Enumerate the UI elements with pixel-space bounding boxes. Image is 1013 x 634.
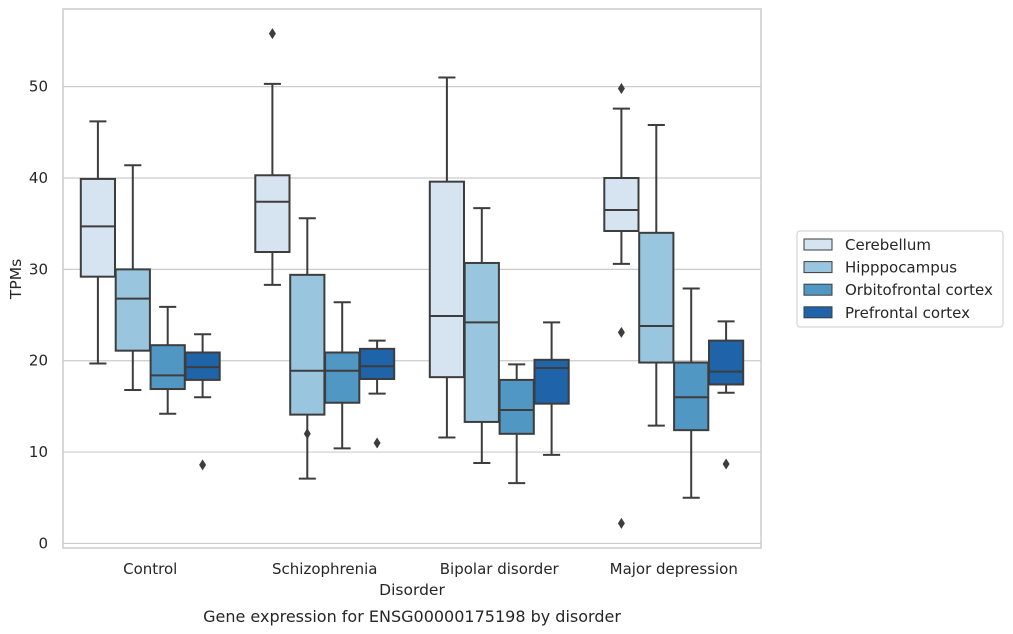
box-body (114, 268, 151, 352)
box-2-0 (428, 76, 466, 439)
x-axis-label: Disorder (379, 581, 445, 599)
box-1-1 (289, 217, 326, 480)
box-1-0 (254, 28, 291, 286)
x-tick-label: Major depression (610, 560, 738, 578)
y-tick-label: 0 (38, 534, 48, 552)
x-tick-label: Control (123, 560, 177, 578)
box-body (149, 344, 186, 391)
chart-caption: Gene expression for ENSG00000175198 by d… (203, 607, 621, 626)
box-3-0 (603, 82, 640, 529)
legend-swatch (803, 283, 833, 296)
plot-frame (62, 8, 762, 549)
legend-label: Hipppocampus (845, 259, 957, 277)
outlier-point (268, 28, 276, 40)
box-3-1 (638, 124, 675, 427)
outlier-point (617, 82, 625, 94)
legend-label: Orbitofrontal cortex (845, 281, 993, 299)
outlier-point (617, 326, 625, 338)
x-ticks: Control Schizophrenia Bipolar disorder Majo… (123, 560, 738, 578)
box-body (358, 347, 396, 380)
legend-frame (796, 230, 1004, 328)
box-0-2 (149, 305, 186, 415)
box-1-2 (324, 301, 361, 450)
box-body (289, 273, 326, 416)
x-tick-label: Schizophrenia (272, 560, 377, 578)
box-3-2 (673, 287, 710, 499)
y-tick-label: 20 (29, 352, 48, 370)
legend-label: Prefrontal cortex (845, 304, 970, 322)
box-body (254, 174, 291, 254)
legend-swatch (803, 261, 833, 274)
y-ticks: 0 10 20 30 40 50 (29, 78, 48, 553)
box-body (79, 177, 117, 278)
outlier-point (199, 459, 207, 471)
outlier-point (722, 458, 730, 470)
x-tick-label: Bipolar disorder (440, 560, 560, 578)
box-body (428, 180, 466, 379)
box-2-3 (533, 321, 570, 456)
y-tick-label: 50 (29, 78, 48, 96)
y-tick-label: 30 (29, 260, 48, 278)
box-3-3 (707, 320, 745, 470)
legend-label: Cerebellum (845, 236, 931, 254)
box-0-1 (114, 164, 151, 391)
legend-items: Cerebellum Hipppocampus Orbitofrontal cort… (803, 236, 993, 322)
box-body (707, 339, 745, 386)
y-tick-label: 10 (29, 443, 48, 461)
box-body (533, 358, 570, 405)
box-2-2 (498, 363, 535, 485)
box-0-0 (79, 120, 117, 365)
box-body (324, 351, 361, 404)
box-body (498, 378, 535, 435)
y-tick-label: 40 (29, 169, 48, 187)
legend-swatch (803, 306, 833, 319)
outlier-point (617, 517, 625, 529)
outlier-point (303, 428, 311, 440)
box-body (638, 231, 675, 364)
box-1-3 (358, 339, 396, 449)
legend: Cerebellum Hipppocampus Orbitofrontal cort… (796, 230, 1004, 328)
box-body (603, 177, 640, 232)
box-plots (79, 28, 745, 529)
legend-swatch (803, 238, 833, 251)
box-0-3 (184, 333, 221, 471)
y-axis-label: TPMs (7, 259, 25, 300)
box-body (463, 261, 500, 423)
outlier-point (373, 437, 381, 449)
box-2-1 (463, 207, 500, 465)
